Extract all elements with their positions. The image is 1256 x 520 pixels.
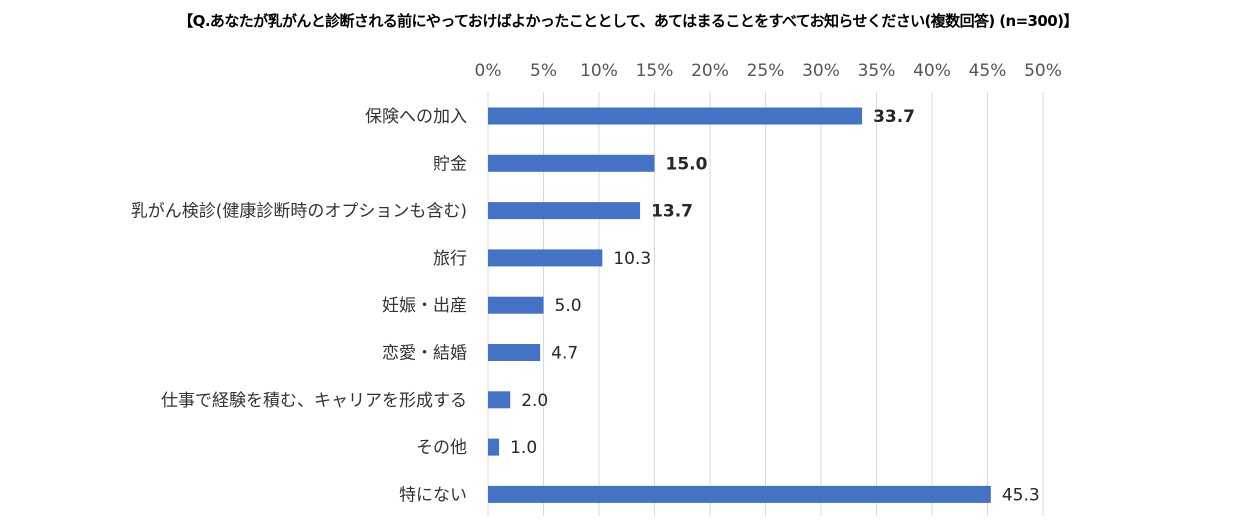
bar bbox=[488, 438, 500, 456]
category-label: 保険への加入 bbox=[365, 107, 467, 127]
value-label: 10.3 bbox=[613, 249, 651, 269]
category-label: 特にない bbox=[399, 485, 467, 505]
x-tick-label: 15% bbox=[636, 61, 674, 81]
value-label: 13.7 bbox=[651, 202, 693, 222]
value-label: 4.7 bbox=[551, 344, 578, 364]
category-label: 貯金 bbox=[433, 154, 467, 174]
value-label: 15.0 bbox=[666, 154, 708, 174]
category-label: その他 bbox=[416, 438, 467, 458]
x-tick-label: 25% bbox=[747, 61, 785, 81]
value-label: 33.7 bbox=[873, 107, 915, 127]
category-label: 妊娠・出産 bbox=[382, 296, 467, 316]
x-tick-label: 10% bbox=[580, 61, 618, 81]
category-label: 乳がん検診(健康診断時のオプションも含む) bbox=[131, 202, 467, 222]
bar bbox=[488, 202, 641, 220]
bar bbox=[488, 391, 511, 409]
bar bbox=[488, 107, 863, 125]
x-tick-label: 30% bbox=[802, 61, 840, 81]
category-label: 仕事で経験を積む、キャリアを形成する bbox=[161, 391, 467, 411]
bar bbox=[488, 485, 991, 503]
value-label: 1.0 bbox=[510, 438, 537, 458]
value-labels: 33.7 15.0 13.7 10.3 5.0 4.7 2.0 1.0 45.3 bbox=[510, 107, 1040, 505]
value-label: 45.3 bbox=[1002, 485, 1040, 505]
bars bbox=[488, 107, 991, 503]
bar bbox=[488, 154, 655, 172]
bar bbox=[488, 344, 541, 361]
x-tick-label: 20% bbox=[691, 61, 729, 81]
x-tick-label: 5% bbox=[530, 61, 557, 81]
chart-title: 【Q.あなたが乳がんと診断される前にやっておけばよかったこととして、あてはまるこ… bbox=[178, 12, 1078, 30]
category-label: 旅行 bbox=[433, 249, 467, 269]
bar bbox=[488, 249, 603, 267]
x-tick-label: 35% bbox=[858, 61, 896, 81]
x-tick-label: 45% bbox=[969, 61, 1007, 81]
x-tick-label: 40% bbox=[913, 61, 951, 81]
category-label: 恋愛・結婚 bbox=[382, 343, 467, 364]
x-axis-ticks: 0% 5% 10% 15% 20% 25% 30% 35% 40% 45% 50% bbox=[475, 61, 1062, 81]
x-tick-label: 0% bbox=[475, 61, 502, 81]
bar bbox=[488, 296, 544, 314]
value-label: 5.0 bbox=[555, 296, 582, 316]
x-tick-label: 50% bbox=[1024, 61, 1062, 81]
value-label: 2.0 bbox=[521, 391, 548, 411]
